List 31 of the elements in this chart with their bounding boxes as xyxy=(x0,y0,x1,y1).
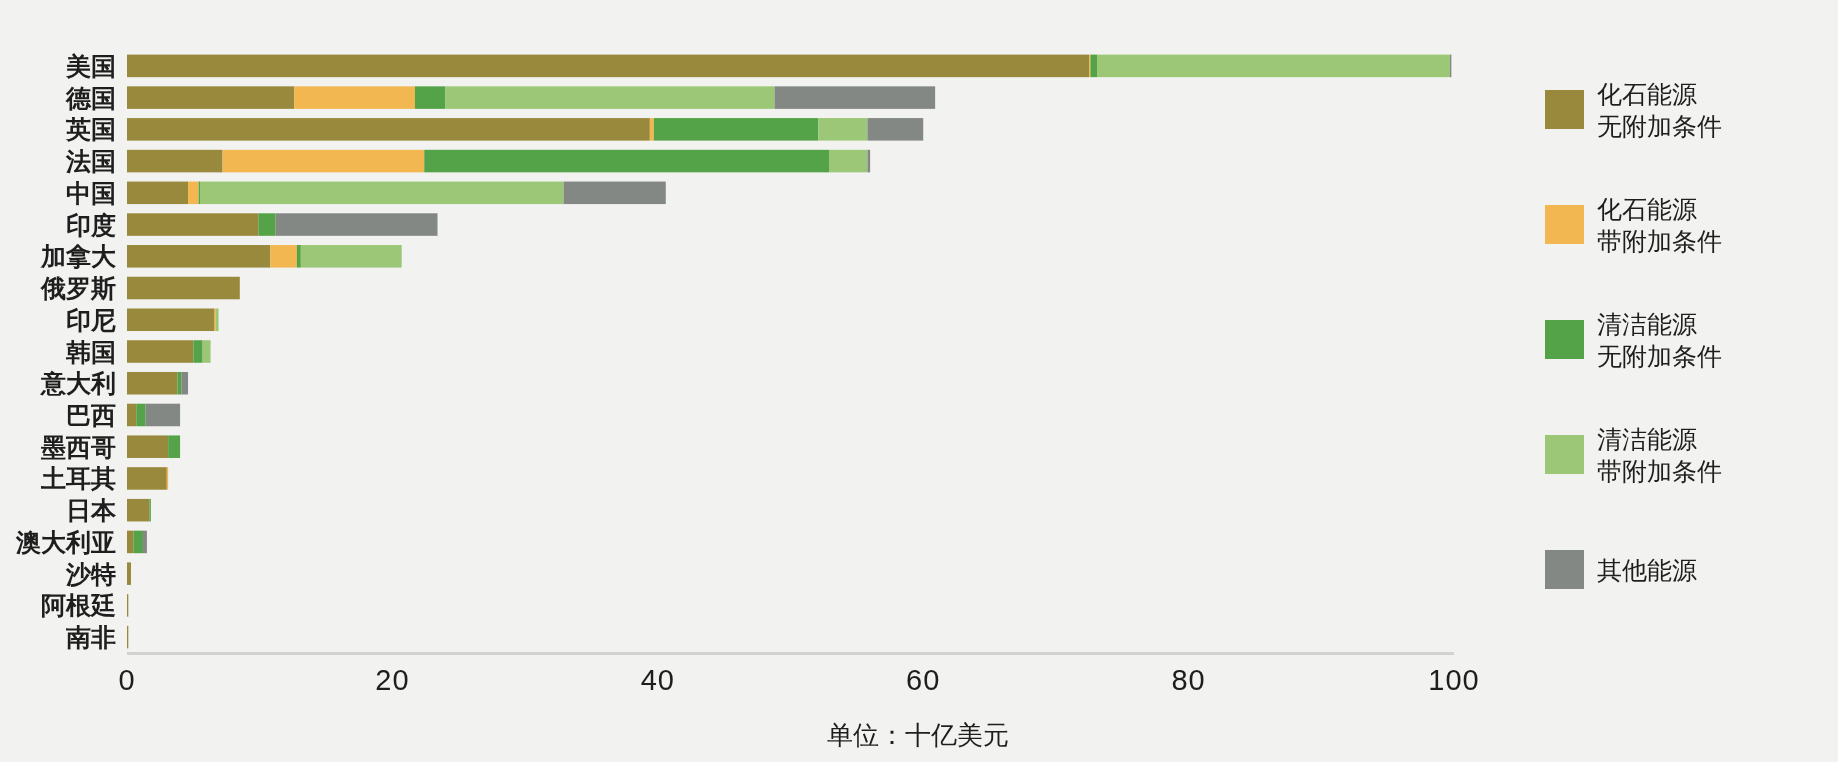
y-tick-label: 巴西 xyxy=(66,400,116,429)
y-tick-label: 土耳其 xyxy=(40,464,116,493)
y-tick-label: 加拿大 xyxy=(40,242,117,271)
y-tick-label: 澳大利亚 xyxy=(15,527,116,556)
y-tick-label: 日本 xyxy=(66,496,117,525)
y-tick-label: 南非 xyxy=(65,623,116,652)
y-tick-label: 美国 xyxy=(65,51,116,80)
y-tick-label: 法国 xyxy=(65,147,116,176)
y-tick-label: 英国 xyxy=(65,115,116,144)
y-tick-label: 韩国 xyxy=(65,337,116,366)
y-tick-label: 中国 xyxy=(66,178,116,207)
y-tick-label: 德国 xyxy=(65,83,116,112)
y-tick-label: 印尼 xyxy=(66,305,116,334)
y-tick-label: 沙特 xyxy=(65,559,116,588)
y-tick-label: 俄罗斯 xyxy=(40,274,116,303)
legend-label: 其他能源 xyxy=(1597,555,1697,584)
y-tick-label: 墨西哥 xyxy=(40,432,116,461)
x-tick-label: 20 xyxy=(375,664,410,696)
x-tick-label: 40 xyxy=(640,664,675,696)
legend-label: 清洁能源无附加条件 xyxy=(1597,309,1722,370)
x-tick-label: 80 xyxy=(1171,664,1206,696)
x-axis-title: 单位：十亿美元 xyxy=(827,720,1009,750)
y-tick-label: 意大利 xyxy=(40,369,116,398)
legend-label: 化石能源无附加条件 xyxy=(1597,79,1722,140)
x-tick-label: 0 xyxy=(118,664,136,696)
legend-label: 清洁能源带附加条件 xyxy=(1597,424,1722,485)
y-tick-label: 阿根廷 xyxy=(41,591,116,620)
legend-label: 化石能源带附加条件 xyxy=(1597,194,1722,255)
x-tick-label: 60 xyxy=(906,664,941,696)
x-tick-label: 100 xyxy=(1428,664,1480,696)
y-tick-label: 印度 xyxy=(66,210,116,239)
